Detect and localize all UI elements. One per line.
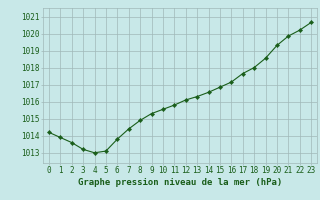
X-axis label: Graphe pression niveau de la mer (hPa): Graphe pression niveau de la mer (hPa) bbox=[78, 178, 282, 187]
